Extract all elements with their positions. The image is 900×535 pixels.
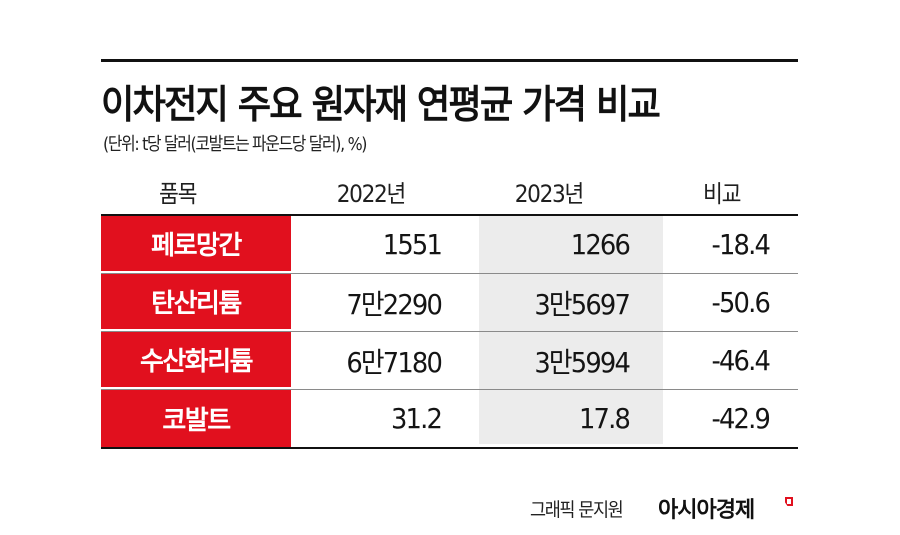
value-2022: 7만2290 <box>346 287 442 321</box>
graphic-credit: 그래픽 문지원 <box>530 499 624 521</box>
value-2022: 1551 <box>382 228 443 261</box>
value-2022: 6만7180 <box>346 345 442 379</box>
column-header-2023: 2023년 <box>514 180 584 208</box>
value-diff: -50.6 <box>711 286 771 319</box>
brand-logo-text: 아시아경제 <box>658 498 755 523</box>
item-label: 페로망간 <box>101 216 291 273</box>
top-rule <box>101 59 798 62</box>
unit-note: (단위: t당 달러(코발트는 파운드당 달러), %) <box>103 134 367 155</box>
price-comparison-table: 품목 2022년 2023년 비교 페로망간 1551 1266 -18.4 탄… <box>101 166 798 449</box>
item-label: 탄산리튬 <box>101 274 291 331</box>
highlight-column-2023 <box>479 214 663 444</box>
value-2023: 3만5994 <box>534 345 630 379</box>
table-row: 코발트 31.2 17.8 -42.9 <box>101 389 798 447</box>
page-title: 이차전지 주요 원자재 연평균 가격 비교 <box>101 83 661 128</box>
table-row: 수산화리튬 6만7180 3만5994 -46.4 <box>101 331 798 389</box>
value-2023: 1266 <box>570 228 631 261</box>
column-header-2022: 2022년 <box>336 180 406 208</box>
value-2023: 17.8 <box>579 402 631 435</box>
table-row: 페로망간 1551 1266 -18.4 <box>101 214 798 273</box>
value-diff: -46.4 <box>711 344 771 377</box>
value-diff: -42.9 <box>711 402 771 435</box>
value-2023: 3만5697 <box>534 287 630 321</box>
table-row: 탄산리튬 7만2290 3만5697 -50.6 <box>101 273 798 331</box>
column-header-item: 품목 <box>159 180 197 208</box>
column-header-diff: 비교 <box>703 180 741 208</box>
table-header: 품목 2022년 2023년 비교 <box>101 166 798 214</box>
brand-mark-icon <box>785 497 793 506</box>
value-diff: -18.4 <box>711 228 771 261</box>
item-label: 수산화리튬 <box>101 332 291 389</box>
value-2022: 31.2 <box>391 402 443 435</box>
item-label: 코발트 <box>101 390 291 447</box>
table-bottom-rule <box>101 447 798 449</box>
